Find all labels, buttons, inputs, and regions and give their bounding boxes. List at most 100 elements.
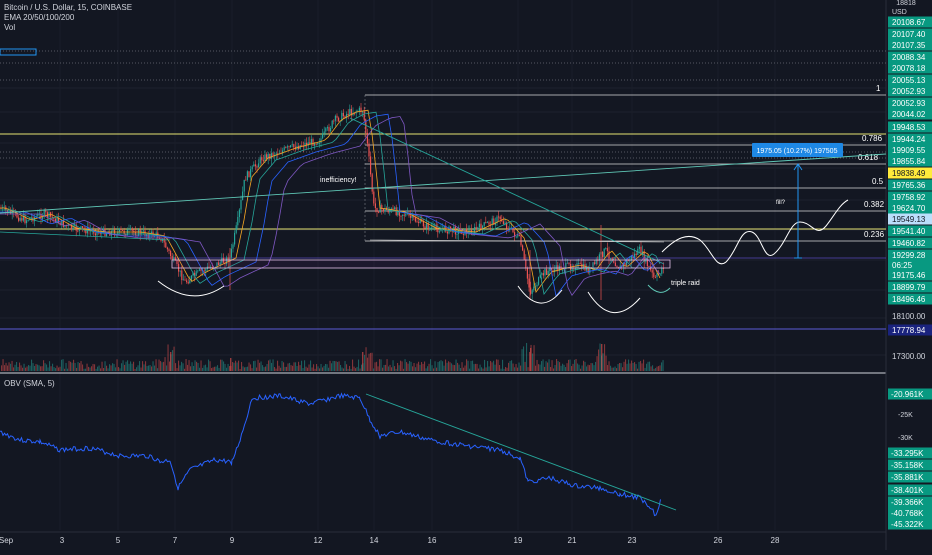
candle-body xyxy=(491,218,493,225)
volume-bar xyxy=(620,363,622,371)
volume-bar xyxy=(106,365,108,371)
fib-label-0.5: 0.5 xyxy=(872,177,884,186)
candle-body xyxy=(58,217,60,223)
volume-bar xyxy=(635,364,637,371)
volume-bar xyxy=(262,365,264,371)
candle-body xyxy=(506,222,508,229)
volume-bar xyxy=(614,366,616,371)
volume-bar xyxy=(181,361,183,371)
volume-bar xyxy=(407,363,409,371)
volume-bar xyxy=(374,362,376,371)
candle-body xyxy=(149,233,151,238)
candle-body xyxy=(610,258,612,260)
volume-bar xyxy=(71,362,73,371)
volume-bar xyxy=(439,361,441,371)
candle-body xyxy=(118,228,120,232)
volume-bar xyxy=(185,359,187,371)
volume-bar xyxy=(55,368,57,371)
volume-bar xyxy=(182,363,184,371)
candle-body xyxy=(235,225,237,233)
volume-bar xyxy=(143,364,145,371)
volume-bar xyxy=(527,367,529,371)
candle-body xyxy=(312,139,314,146)
volume-bar xyxy=(158,359,160,371)
volume-bar xyxy=(653,368,655,371)
volume-bar xyxy=(628,359,630,371)
volume-bar xyxy=(7,365,9,371)
candle-body xyxy=(194,273,196,276)
time-tick-label: 21 xyxy=(568,536,577,545)
volume-bar xyxy=(626,363,628,371)
price-tag-bg xyxy=(888,269,932,281)
price-label: 19944.24 xyxy=(892,135,926,144)
volume-bar xyxy=(74,362,76,371)
price-tag-bg xyxy=(888,259,932,271)
candle-body xyxy=(130,228,132,230)
volume-bar xyxy=(134,368,136,371)
candle-body xyxy=(363,111,365,120)
volume-bar xyxy=(265,366,267,371)
candle-body xyxy=(475,227,477,230)
volume-bar xyxy=(16,361,18,371)
volume-bar xyxy=(529,351,531,371)
volume-bar xyxy=(638,361,640,371)
candle-body xyxy=(275,153,277,156)
candle-body xyxy=(240,199,242,210)
volume-bar xyxy=(416,363,418,371)
volume-bar xyxy=(662,360,664,371)
fib-label-0.236: 0.236 xyxy=(864,230,885,239)
volume-bar xyxy=(266,363,268,371)
candle-body xyxy=(499,216,501,220)
volume-bar xyxy=(217,365,219,371)
volume-bar xyxy=(572,363,574,371)
ema-lines xyxy=(0,109,661,297)
volume-bar xyxy=(256,367,258,371)
price-tag-bg xyxy=(888,293,932,305)
volume-bar xyxy=(596,356,598,371)
time-axis[interactable]: Sep 3 5 7 9 12 14 16 19 21 23 26 28 xyxy=(0,536,780,545)
volume-bar xyxy=(146,365,148,371)
price-axis[interactable]: 18818 USD 20108.67 20107.40 20107.35 20088.34… xyxy=(888,0,932,530)
candle-body xyxy=(344,116,346,119)
volume-bar xyxy=(343,368,345,371)
candle-body xyxy=(512,227,514,233)
volume-bar xyxy=(98,365,100,371)
volume-bar xyxy=(130,361,132,371)
candle-body xyxy=(411,214,413,218)
candle-body xyxy=(544,269,546,276)
candle-body xyxy=(210,267,212,268)
candle-body xyxy=(182,279,184,281)
volume-bar xyxy=(314,368,316,371)
volume-bar xyxy=(413,362,415,371)
volume-bar xyxy=(482,368,484,371)
candle-body xyxy=(430,227,432,229)
volume-bar xyxy=(469,368,471,371)
volume-bar xyxy=(22,367,24,371)
candle-body xyxy=(477,227,479,230)
candle-body xyxy=(510,227,512,229)
candle-body xyxy=(419,218,421,223)
volume-bar xyxy=(319,368,321,371)
candle-body xyxy=(402,214,404,216)
candle-body xyxy=(398,211,400,216)
volume-bar xyxy=(179,365,181,371)
price-label: 19855.84 xyxy=(892,157,926,166)
volume-bar xyxy=(328,367,330,371)
volume-bar xyxy=(442,361,444,371)
volume-bar xyxy=(316,364,318,371)
volume-bar xyxy=(577,363,579,371)
volume-bar xyxy=(650,366,652,371)
candle-body xyxy=(51,216,53,218)
candle-body xyxy=(138,229,140,236)
candle-body xyxy=(368,143,370,157)
left-trendline xyxy=(0,231,171,241)
volume-bar xyxy=(517,367,519,371)
volume-bar xyxy=(605,355,607,371)
candle-body xyxy=(293,144,295,148)
candle-body xyxy=(638,246,640,249)
candle-body xyxy=(634,253,636,258)
candle-body xyxy=(242,191,244,200)
price-tag-bg xyxy=(888,249,932,261)
